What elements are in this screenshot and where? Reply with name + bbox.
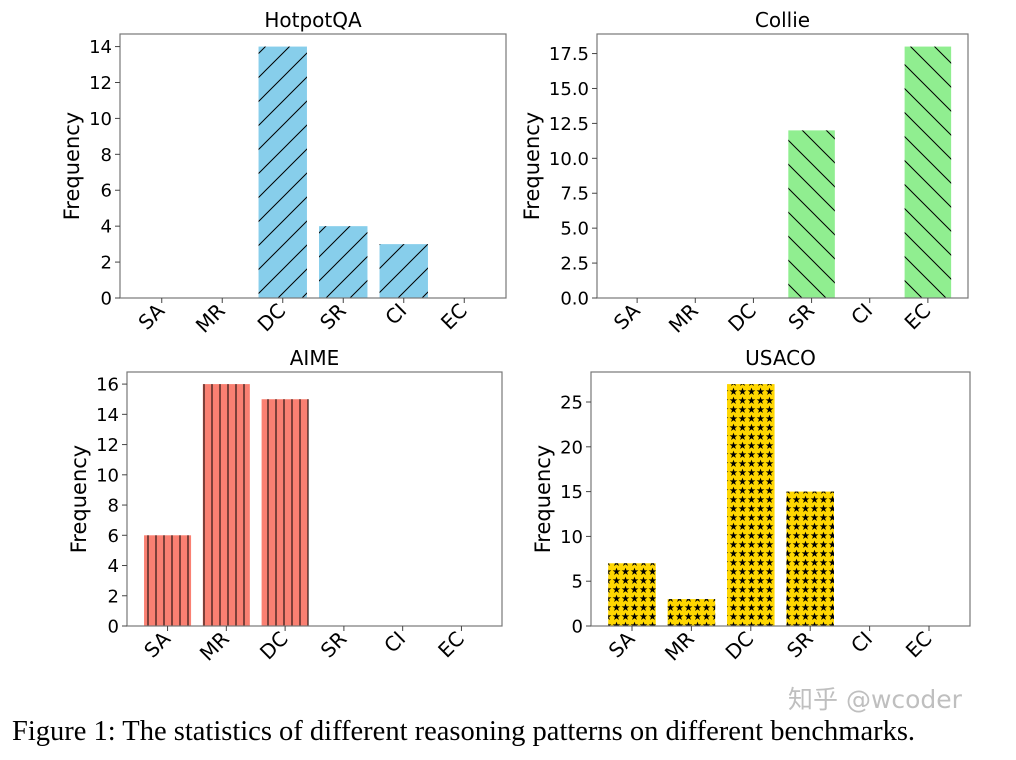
x-tick-label: CI — [379, 627, 410, 658]
bar-hatch-dc — [261, 399, 309, 626]
y-tick-label: 0.0 — [560, 289, 589, 310]
figure: 0 2 4 6 8 10 12 14 SA MR DC SR CI EC HotpotQA Frequency… — [60, 8, 971, 666]
x-tick-label: SR — [316, 626, 352, 662]
x-tick-label: DC — [253, 299, 291, 337]
bar-hatch-ec — [904, 46, 952, 299]
y-axis-label: Frequency — [67, 445, 91, 554]
x-tick-label: EC — [900, 299, 936, 335]
y-tick-label: 7.5 — [560, 184, 589, 205]
y-tick-label: 6 — [108, 526, 119, 547]
x-tick-label: DC — [721, 627, 759, 665]
x-tick-label: EC — [436, 299, 472, 335]
x-tick-label: DC — [723, 299, 761, 337]
y-tick-label: 10 — [96, 465, 119, 486]
y-tick-label: 2.5 — [560, 254, 589, 275]
bar-hatch-sr — [786, 491, 834, 626]
y-tick-label: 0 — [572, 617, 583, 638]
chart-title: Collie — [755, 8, 810, 32]
bar-hatch-ci — [379, 244, 428, 298]
y-tick-label: 4 — [101, 217, 112, 238]
y-tick-label: 12 — [89, 73, 112, 94]
x-tick-label: SA — [133, 298, 169, 334]
y-tick-label: 5 — [572, 572, 583, 593]
bar-hatch-sr — [788, 130, 835, 298]
y-tick-label: 25 — [560, 393, 583, 414]
bar-hatch-sa — [608, 563, 656, 626]
y-tick-label: 4 — [108, 556, 119, 577]
x-tick-label: CI — [380, 299, 411, 330]
y-tick-label: 16 — [96, 375, 119, 396]
y-tick-label: 10.0 — [549, 149, 589, 170]
bar-hatch-mr — [202, 384, 250, 626]
y-tick-label: 12.5 — [549, 114, 589, 135]
bar-hatch-sa — [144, 535, 192, 626]
y-tick-label: 0 — [108, 617, 119, 638]
chart-panel-hotpotqa: 0 2 4 6 8 10 12 14 SA MR DC SR CI EC HotpotQA Frequency — [60, 8, 507, 338]
y-tick-label: 15.0 — [549, 79, 589, 100]
x-tick-label: SA — [609, 298, 645, 334]
y-tick-label: 17.5 — [549, 44, 589, 65]
x-tick-label: SA — [139, 626, 175, 662]
x-tick-label: CI — [846, 627, 877, 658]
figure-caption: Figure 1: The statistics of different re… — [12, 716, 916, 747]
y-tick-label: 5.0 — [560, 219, 589, 240]
x-tick-label: SR — [783, 298, 819, 334]
chart-title: HotpotQA — [264, 8, 362, 32]
bar-hatch-dc — [727, 384, 775, 626]
x-tick-label: SR — [315, 298, 351, 334]
y-tick-label: 20 — [560, 437, 583, 458]
x-tick-label: MR — [664, 298, 703, 337]
y-tick-label: 6 — [101, 181, 112, 202]
x-tick-label: EC — [901, 627, 937, 663]
y-tick-label: 10 — [89, 109, 112, 130]
axes-frame — [119, 33, 507, 299]
y-tick-label: 15 — [560, 482, 583, 503]
x-tick-label: MR — [195, 626, 234, 665]
x-tick-label: DC — [255, 627, 293, 665]
x-tick-label: MR — [191, 298, 230, 337]
y-tick-label: 14 — [96, 405, 119, 426]
y-axis-label: Frequency — [520, 112, 544, 221]
chart-panel-aime: 0 2 4 6 8 10 12 14 16 SA MR DC SR CI EC AIME Frequency — [67, 346, 503, 666]
bar-hatch-dc — [258, 46, 307, 299]
axes-frame — [126, 371, 503, 627]
chart-panel-collie: 0.0 2.5 5.0 7.5 10.0 12.5 15.0 17.5 SA MR DC SR CI EC… — [520, 8, 969, 338]
bar-hatch-mr — [667, 599, 716, 626]
watermark: 知乎 @wcoder — [788, 685, 962, 714]
chart-title: USACO — [745, 346, 816, 370]
y-tick-label: 14 — [89, 37, 112, 58]
x-tick-label: CI — [846, 299, 877, 330]
y-axis-label: Frequency — [60, 112, 84, 221]
y-tick-label: 8 — [108, 496, 119, 517]
chart-panel-usaco: 0 5 10 15 20 25 SA MR DC SR CI EC USACO Frequency — [531, 346, 971, 666]
bar-hatch-sr — [319, 226, 368, 298]
axes-frame — [590, 371, 971, 627]
x-tick-label: MR — [660, 626, 699, 665]
y-tick-label: 0 — [101, 289, 112, 310]
axes-frame — [596, 33, 969, 299]
chart-title: AIME — [290, 346, 339, 370]
y-tick-label: 12 — [96, 435, 119, 456]
y-tick-label: 10 — [560, 527, 583, 548]
x-tick-label: SA — [604, 626, 640, 662]
y-tick-label: 2 — [101, 253, 112, 274]
y-tick-label: 2 — [108, 586, 119, 607]
y-axis-label: Frequency — [531, 445, 555, 554]
x-tick-label: EC — [433, 627, 469, 663]
x-tick-label: SR — [782, 626, 818, 662]
y-tick-label: 8 — [101, 145, 112, 166]
